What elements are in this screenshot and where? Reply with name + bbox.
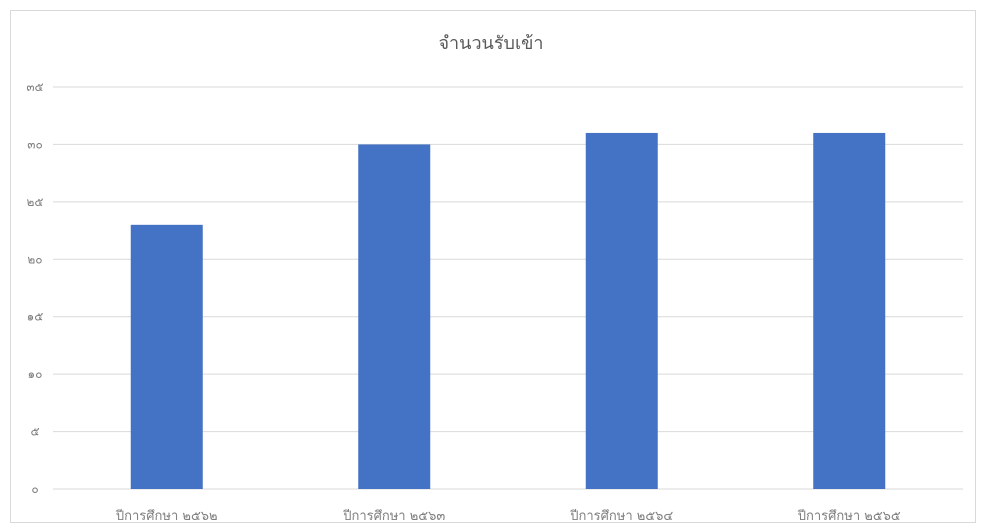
y-tick-label: ๓๐ bbox=[27, 137, 43, 151]
x-tick-label: ปีการศึกษา ๒๕๖๒ bbox=[115, 508, 218, 524]
x-tick-label: ปีการศึกษา ๒๕๖๓ bbox=[342, 508, 445, 524]
bar bbox=[585, 132, 658, 489]
y-tick-label: ๕ bbox=[30, 425, 39, 439]
x-tick-label: ปีการศึกษา ๒๕๖๕ bbox=[797, 508, 901, 524]
x-tick-label: ปีการศึกษา ๒๕๖๔ bbox=[569, 508, 673, 524]
y-tick-label: ๒๐ bbox=[27, 252, 42, 266]
y-tick-label: ๓๕ bbox=[26, 80, 43, 94]
y-axis: ๐ ๕ ๑๐ ๑๕ ๒๐ ๒๕ ๓๐ ๓๕ bbox=[26, 80, 43, 496]
y-tick-label: ๐ bbox=[31, 482, 38, 496]
bars bbox=[130, 132, 886, 490]
y-tick-label: ๒๕ bbox=[27, 195, 44, 209]
grid-lines bbox=[53, 86, 963, 490]
bar bbox=[358, 144, 431, 489]
bar bbox=[813, 132, 886, 489]
chart-title: จำนวนรับเข้า bbox=[438, 33, 543, 54]
bar bbox=[130, 224, 203, 490]
x-axis: ปีการศึกษา ๒๕๖๒ ปีการศึกษา ๒๕๖๓ ปีการศึกษา… bbox=[115, 508, 901, 524]
y-tick-label: ๑๕ bbox=[27, 310, 44, 324]
y-tick-label: ๑๐ bbox=[28, 367, 43, 381]
